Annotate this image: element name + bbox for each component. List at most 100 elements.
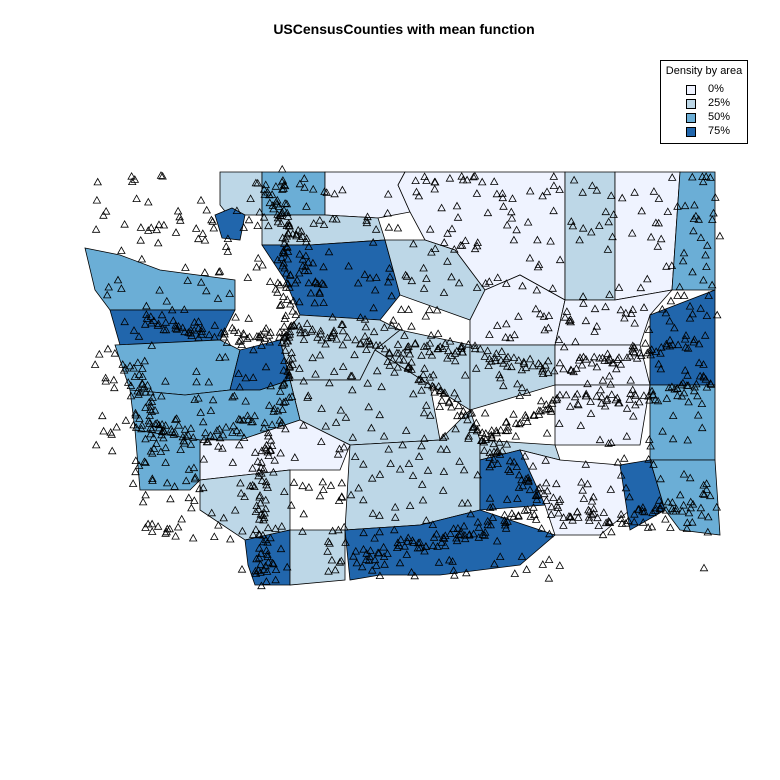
point-marker: [177, 514, 186, 523]
point-marker: [509, 457, 519, 466]
point-marker: [395, 464, 405, 473]
point-marker: [230, 391, 239, 400]
point-marker: [299, 376, 308, 385]
point-marker: [195, 484, 204, 493]
point-marker: [605, 353, 614, 362]
point-marker: [541, 478, 551, 487]
point-marker: [480, 352, 490, 360]
point-marker: [300, 174, 309, 182]
point-marker: [371, 225, 381, 233]
point-marker: [438, 486, 448, 494]
point-marker: [95, 349, 104, 358]
point-marker: [209, 223, 219, 232]
point-marker: [440, 431, 450, 440]
point-marker: [204, 330, 214, 339]
point-marker: [135, 414, 144, 422]
point-marker: [539, 312, 549, 320]
point-marker: [548, 284, 557, 292]
point-marker: [141, 458, 150, 466]
point-marker: [148, 476, 157, 484]
point-marker: [630, 342, 639, 351]
point-marker: [535, 483, 545, 491]
point-marker: [351, 546, 361, 555]
point-marker: [280, 181, 290, 190]
point-marker: [462, 568, 471, 577]
point-marker: [391, 513, 400, 521]
point-marker: [541, 360, 550, 369]
point-marker: [592, 185, 602, 194]
point-marker: [147, 407, 157, 415]
point-marker: [407, 567, 416, 576]
point-marker: [505, 456, 515, 465]
point-marker: [400, 331, 409, 339]
point-marker: [186, 424, 196, 432]
point-marker: [222, 338, 232, 346]
point-marker: [361, 322, 371, 331]
point-marker: [239, 330, 249, 339]
point-marker: [577, 360, 587, 369]
point-marker: [468, 425, 477, 434]
point-marker: [129, 420, 138, 429]
point-marker: [601, 302, 610, 311]
point-marker: [661, 505, 671, 514]
point-marker: [699, 371, 708, 380]
point-marker: [460, 370, 470, 379]
point-marker: [161, 458, 170, 466]
point-marker: [282, 208, 292, 217]
point-marker: [338, 185, 347, 194]
point-marker: [317, 335, 326, 344]
point-marker: [701, 374, 711, 383]
point-marker: [144, 416, 154, 425]
point-marker: [472, 418, 481, 427]
point-marker: [532, 491, 541, 500]
point-marker: [380, 560, 389, 568]
point-marker: [675, 490, 685, 499]
point-marker: [460, 530, 470, 539]
point-marker: [280, 239, 289, 247]
point-marker: [469, 172, 478, 181]
point-marker: [656, 501, 666, 509]
point-marker: [255, 207, 264, 216]
point-marker: [630, 188, 639, 196]
point-marker: [420, 546, 429, 555]
point-marker: [375, 470, 385, 478]
point-marker: [332, 334, 341, 343]
point-marker: [440, 388, 450, 397]
point-marker: [462, 175, 472, 184]
point-marker: [387, 320, 397, 329]
point-marker: [492, 536, 502, 545]
point-marker: [393, 223, 403, 232]
point-marker: [392, 543, 402, 551]
point-marker: [694, 358, 704, 367]
point-marker: [493, 459, 502, 468]
point-marker: [598, 375, 608, 384]
point-marker: [191, 472, 200, 481]
point-marker: [218, 430, 228, 439]
point-marker: [285, 327, 295, 336]
point-marker: [518, 281, 527, 290]
point-marker: [422, 341, 432, 350]
point-marker: [699, 480, 708, 489]
point-marker: [302, 319, 312, 327]
point-marker: [155, 285, 164, 294]
point-marker: [430, 244, 440, 253]
point-marker: [534, 490, 543, 499]
point-marker: [534, 359, 543, 367]
point-marker: [359, 544, 368, 553]
point-marker: [171, 320, 180, 329]
legend: Density by area 0% 25% 50% 75%: [660, 60, 748, 144]
point-marker: [479, 437, 489, 446]
point-marker: [146, 423, 155, 432]
point-marker: [350, 452, 360, 461]
point-marker: [433, 344, 442, 353]
point-marker: [510, 569, 520, 577]
point-marker: [326, 481, 336, 489]
point-marker: [517, 552, 527, 560]
point-marker: [283, 254, 293, 263]
point-marker: [547, 502, 556, 511]
point-marker: [159, 426, 168, 435]
point-marker: [383, 549, 392, 557]
point-marker: [259, 423, 269, 432]
point-marker: [173, 206, 183, 215]
point-marker: [133, 358, 143, 367]
